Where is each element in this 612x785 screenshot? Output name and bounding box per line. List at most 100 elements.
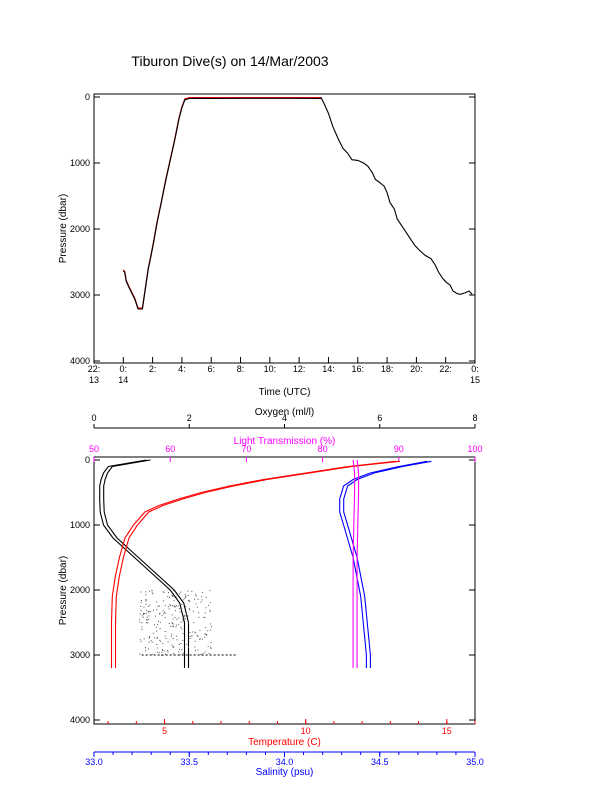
oxygen-sample-dot	[200, 601, 202, 603]
temperature-tick-label: 15	[442, 726, 452, 736]
oxygen-sample-dot	[201, 599, 203, 601]
oxygen-sample-dot	[154, 637, 156, 639]
oxygen-sample-dot	[205, 633, 206, 635]
oxygen-sample-dot	[147, 622, 149, 624]
oxygen-sample-dot	[172, 595, 174, 597]
y-tick-label: 3000	[70, 290, 90, 300]
oxygen-sample-dot	[156, 644, 158, 645]
salinity-tick-label: 34.5	[371, 757, 389, 767]
oxygen-sample-dot	[188, 622, 190, 624]
oxygen-sample-dot	[170, 604, 172, 606]
oxygen-sample-dot	[178, 624, 180, 626]
y-tick-label: 4000	[70, 715, 90, 725]
oxygen-sample-dot	[180, 609, 182, 611]
oxygen-sample-dot	[161, 651, 163, 653]
y-axis-label: Pressure (dbar)	[58, 556, 69, 625]
y-tick-label: 2000	[70, 224, 90, 234]
oxygen-sample-dot	[173, 652, 175, 654]
oxygen-sample-dot	[151, 590, 153, 592]
oxygen-sample-dot	[180, 591, 182, 593]
oxygen-sample-dot	[189, 601, 191, 602]
x-tick-label: 18:	[381, 364, 394, 374]
oxygen-sample-dot	[194, 631, 196, 633]
transmission-tick-label: 60	[165, 444, 175, 454]
oxygen-sample-dot	[147, 605, 149, 607]
oxygen-sample-dot	[172, 625, 173, 627]
oxygen-sample-dot	[140, 641, 142, 643]
oxygen-sample-dot	[156, 647, 158, 649]
oxygen-sample-dot	[162, 600, 164, 602]
oxygen-sample-dot	[143, 612, 144, 614]
oxygen-sample-dot	[162, 591, 164, 593]
transmission-axis-label: Light Transmission (%)	[234, 436, 336, 447]
oxygen-sample-dot	[210, 648, 212, 650]
oxygen-sample-dot	[187, 590, 189, 592]
salinity-tick-label: 33.5	[180, 757, 198, 767]
oxygen-sample-dot	[141, 629, 143, 630]
oxygen-tick-label: 8	[472, 413, 477, 423]
oxygen-sample-dot	[171, 644, 173, 646]
oxygen-sample-dot	[172, 638, 174, 639]
oxygen-sample-dot	[204, 612, 206, 614]
oxygen-tick-label: 0	[91, 413, 96, 423]
oxygen-sample-dot	[156, 601, 158, 603]
oxygen-sample-dot	[183, 599, 185, 601]
oxygen-sample-dot	[149, 636, 150, 638]
oxygen-sample-dot	[200, 638, 202, 640]
oxygen-profile	[99, 459, 186, 668]
oxygen-sample-dot	[140, 610, 142, 612]
oxygen-sample-dot	[148, 648, 150, 650]
oxygen-sample-dot	[168, 608, 170, 610]
oxygen-sample-dot	[187, 615, 189, 617]
oxygen-sample-dot	[164, 650, 166, 652]
oxygen-sample-dot	[205, 607, 207, 609]
oxygen-sample-dot	[149, 590, 151, 592]
oxygen-sample-dot	[176, 618, 178, 620]
oxygen-sample-dot	[143, 606, 145, 608]
oxygen-sample-dot	[193, 622, 195, 623]
oxygen-sample-dot	[167, 606, 169, 608]
x-tick-label: 8:	[237, 364, 245, 374]
oxygen-sample-dot	[139, 653, 141, 655]
transmission-tick-label: 100	[467, 444, 482, 454]
oxygen-sample-dot	[145, 600, 147, 602]
oxygen-sample-dot	[171, 595, 173, 597]
oxygen-sample-dot	[167, 641, 169, 643]
oxygen-sample-dot	[185, 596, 186, 598]
oxygen-sample-dot	[192, 610, 194, 612]
oxygen-sample-dot	[179, 648, 181, 650]
oxygen-sample-dot	[159, 628, 161, 630]
oxygen-sample-dot	[180, 621, 182, 623]
oxygen-sample-dot	[205, 626, 207, 628]
oxygen-sample-dot	[157, 623, 159, 625]
oxygen-sample-dot	[187, 600, 189, 601]
oxygen-sample-dot	[164, 653, 166, 655]
oxygen-sample-dot	[195, 632, 197, 634]
oxygen-sample-dot	[182, 620, 184, 622]
oxygen-sample-dot	[172, 618, 174, 620]
oxygen-sample-dot	[146, 622, 148, 624]
salinity-tick-label: 33.0	[85, 757, 103, 767]
oxygen-sample-dot	[172, 626, 174, 627]
x-tick-label: 0:	[120, 364, 128, 374]
salinity-tick-label: 34.0	[276, 757, 294, 767]
oxygen-sample-dot	[147, 611, 149, 613]
x-tick-label: 10:	[264, 364, 277, 374]
oxygen-sample-dot	[194, 598, 196, 600]
oxygen-sample-dot	[163, 611, 165, 613]
salinity-tick-label: 35.0	[466, 757, 484, 767]
oxygen-sample-dot	[159, 639, 161, 641]
oxygen-sample-dot	[169, 597, 170, 599]
temperature-profile	[110, 460, 397, 668]
oxygen-sample-dot	[175, 624, 177, 626]
oxygen-sample-dot	[151, 592, 153, 594]
oxygen-sample-dot	[156, 638, 158, 640]
plot-frame	[93, 456, 476, 725]
oxygen-sample-dot	[210, 629, 212, 631]
oxygen-sample-dot	[198, 616, 200, 618]
oxygen-sample-dot	[184, 594, 186, 596]
oxygen-sample-dot	[185, 606, 187, 608]
oxygen-sample-dot	[146, 616, 148, 618]
x-tick-label: 2:	[149, 364, 157, 374]
oxygen-sample-dot	[204, 617, 206, 618]
